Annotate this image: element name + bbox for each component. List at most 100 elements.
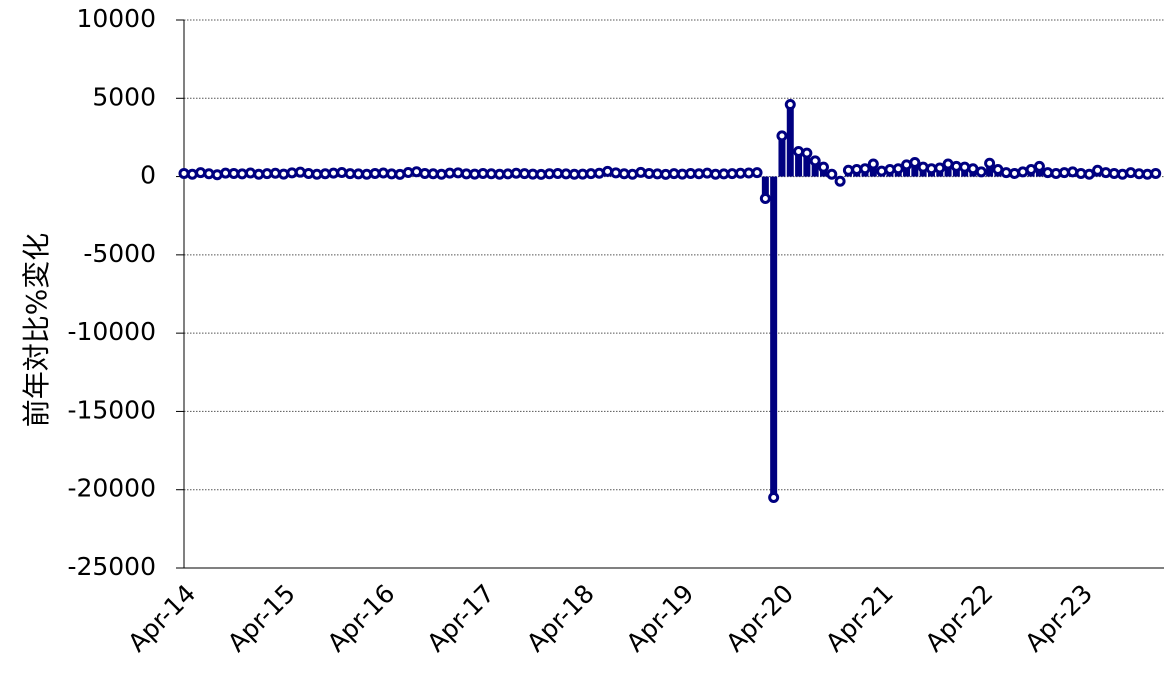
marker xyxy=(178,167,190,179)
marker xyxy=(992,164,1004,176)
marker xyxy=(1075,167,1087,179)
y-tick-label: -5000 xyxy=(83,239,156,268)
x-tick-label: Apr-15 xyxy=(222,579,301,658)
marker xyxy=(593,167,605,179)
marker xyxy=(485,168,497,180)
marker xyxy=(319,168,331,180)
marker xyxy=(602,165,614,177)
marker xyxy=(1108,167,1120,179)
marker xyxy=(801,147,813,159)
marker xyxy=(419,167,431,179)
marker xyxy=(884,164,896,176)
marker xyxy=(859,163,871,175)
marker xyxy=(701,167,713,179)
marker xyxy=(303,167,315,179)
marker xyxy=(1033,160,1045,172)
x-tick-label: Apr-17 xyxy=(421,579,500,658)
marker xyxy=(925,163,937,175)
marker xyxy=(934,162,946,174)
bar xyxy=(944,164,952,177)
marker xyxy=(394,168,406,180)
marker xyxy=(543,168,555,180)
marker xyxy=(469,168,481,180)
marker xyxy=(685,167,697,179)
marker xyxy=(577,168,589,180)
marker xyxy=(1058,167,1070,179)
marker xyxy=(842,164,854,176)
marker xyxy=(452,167,464,179)
marker xyxy=(734,167,746,179)
marker xyxy=(1025,164,1037,176)
y-tick-label: -20000 xyxy=(67,474,156,503)
marker xyxy=(435,168,447,180)
marker xyxy=(228,167,240,179)
marker xyxy=(867,158,879,170)
x-tick-label: Apr-18 xyxy=(521,579,600,658)
marker xyxy=(411,166,423,178)
bar xyxy=(786,104,794,177)
bar xyxy=(986,163,994,177)
marker xyxy=(552,167,564,179)
x-tick-label: Apr-21 xyxy=(820,579,899,658)
marker xyxy=(560,168,572,180)
marker xyxy=(901,159,913,171)
marker xyxy=(876,165,888,177)
marker xyxy=(743,167,755,179)
x-tick-label: Apr-20 xyxy=(720,579,799,658)
marker xyxy=(1133,168,1145,180)
marker xyxy=(186,168,198,180)
marker xyxy=(336,167,348,179)
y-tick-label: 0 xyxy=(140,161,156,190)
marker xyxy=(444,167,456,179)
bar xyxy=(761,176,769,199)
marker xyxy=(361,168,373,180)
marker xyxy=(668,168,680,180)
marker xyxy=(494,168,506,180)
marker xyxy=(427,168,439,180)
y-tick-label: -10000 xyxy=(67,317,156,346)
marker xyxy=(651,168,663,180)
marker xyxy=(834,175,846,187)
marker xyxy=(826,168,838,180)
marker xyxy=(610,167,622,179)
marker xyxy=(693,168,705,180)
marker xyxy=(975,166,987,178)
marker xyxy=(1017,166,1029,178)
marker xyxy=(386,168,398,180)
marker xyxy=(1042,167,1054,179)
marker xyxy=(1125,167,1137,179)
bar xyxy=(811,160,819,177)
marker xyxy=(909,156,921,168)
marker xyxy=(211,169,223,181)
marker xyxy=(1050,167,1062,179)
marker xyxy=(294,166,306,178)
marker xyxy=(776,130,788,142)
marker xyxy=(942,158,954,170)
bar xyxy=(903,164,911,177)
marker xyxy=(759,192,771,204)
marker xyxy=(1009,167,1021,179)
marker xyxy=(203,168,215,180)
marker xyxy=(676,168,688,180)
marker xyxy=(585,168,597,180)
y-axis-label: 前年対比%変化 xyxy=(20,233,53,428)
marker xyxy=(269,167,281,179)
marker xyxy=(817,161,829,173)
marker xyxy=(1116,168,1128,180)
marker xyxy=(195,167,207,179)
marker xyxy=(535,168,547,180)
marker xyxy=(643,167,655,179)
marker xyxy=(220,167,232,179)
marker xyxy=(327,167,339,179)
marker xyxy=(726,168,738,180)
marker xyxy=(278,168,290,180)
y-tick-label: -25000 xyxy=(67,552,156,581)
marker xyxy=(352,168,364,180)
bar xyxy=(869,164,877,177)
marker xyxy=(851,164,863,176)
marker xyxy=(377,167,389,179)
marker xyxy=(402,167,414,179)
marker xyxy=(236,168,248,180)
marker xyxy=(626,168,638,180)
